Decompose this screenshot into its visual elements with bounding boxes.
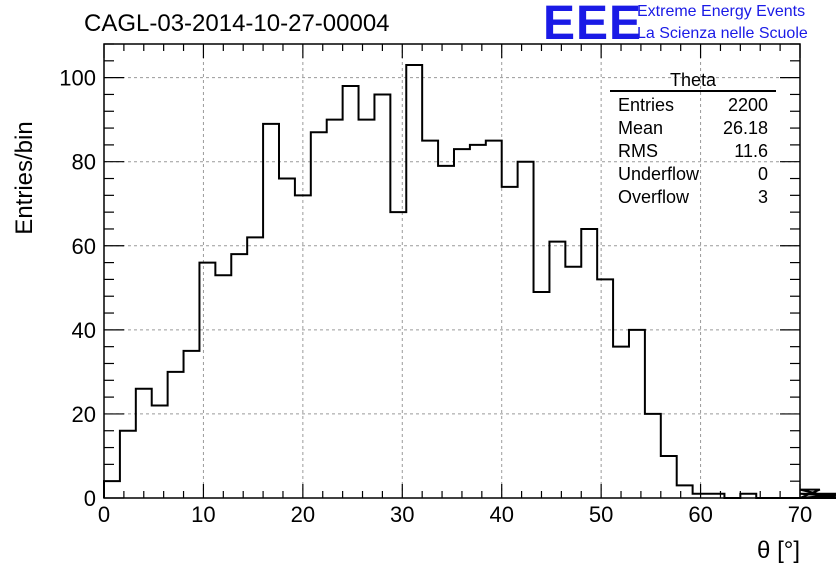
y-axis-label: Entries/bin — [11, 121, 38, 234]
histogram-bin — [311, 132, 327, 498]
y-tick-label: 0 — [84, 486, 96, 511]
stats-value: 11.6 — [734, 141, 768, 161]
histogram-bin — [343, 86, 359, 498]
histogram-bin — [104, 481, 120, 498]
chart-title: CAGL-03-2014-10-27-00004 — [84, 10, 390, 37]
y-tick-label: 100 — [59, 66, 96, 91]
histogram-bin — [629, 330, 645, 498]
histogram-bin — [661, 456, 677, 498]
stats-label: Overflow — [618, 187, 690, 207]
x-axis-label: θ [°] — [757, 537, 800, 564]
stats-row-underflow: Underflow 0 — [610, 163, 776, 186]
grid-lines — [104, 44, 800, 498]
histogram-bin — [486, 141, 502, 498]
x-tick-label: 0 — [98, 502, 110, 527]
histogram-bin — [120, 431, 136, 498]
stats-label: Underflow — [618, 164, 700, 184]
stats-value: 2200 — [727, 95, 768, 115]
x-tick-label: 70 — [788, 502, 812, 527]
stats-box: Theta Entries 2200 Mean 26.18 RMS 11.6 U… — [610, 70, 776, 209]
histogram-bin — [263, 124, 279, 498]
histogram-bin — [374, 94, 390, 498]
stats-row-mean: Mean 26.18 — [610, 117, 776, 140]
stats-label: Entries — [618, 95, 675, 115]
histogram-bin — [279, 179, 295, 498]
stats-value: 3 — [757, 187, 768, 207]
histogram-bin — [454, 149, 470, 498]
histogram-bin — [199, 263, 215, 498]
x-tick-label: 50 — [589, 502, 613, 527]
histogram-bin — [565, 267, 581, 498]
histogram-bin — [247, 237, 263, 498]
x-tick-label: 10 — [191, 502, 215, 527]
y-tick-label: 20 — [72, 402, 96, 427]
histogram-bin — [422, 141, 438, 498]
histogram-bin — [136, 389, 152, 498]
histogram-bin — [184, 351, 200, 498]
axis-ticks — [103, 43, 801, 499]
y-tick-label: 60 — [72, 234, 96, 259]
x-tick-label: 40 — [489, 502, 513, 527]
stats-row-rms: RMS 11.6 — [610, 140, 776, 163]
stats-value: 0 — [757, 164, 768, 184]
logo-line-2: La Scienza nelle Scuole — [637, 25, 808, 42]
x-tick-label: 20 — [291, 502, 315, 527]
histogram-bin — [390, 212, 406, 498]
x-tick-label: 60 — [688, 502, 712, 527]
histogram-bin — [152, 406, 168, 498]
stats-value: 26.18 — [722, 118, 768, 138]
histogram-bin — [327, 120, 343, 498]
histogram-bin — [549, 242, 565, 498]
stats-title: Theta — [610, 70, 776, 92]
eee-logo: EEE — [543, 0, 643, 50]
y-tick-label: 40 — [72, 318, 96, 343]
stats-row-overflow: Overflow 3 — [610, 186, 776, 209]
histogram-bin — [534, 292, 550, 498]
histogram-bin — [215, 275, 231, 498]
histogram-bin — [470, 145, 486, 498]
x-tick-label: 30 — [390, 502, 414, 527]
histogram-bin — [613, 347, 629, 498]
logo-line-1: Extreme Energy Events — [637, 3, 806, 20]
histogram-bin — [168, 372, 184, 498]
histogram-bin — [502, 187, 518, 498]
histogram-bin — [677, 485, 693, 498]
y-tick-label: 80 — [72, 150, 96, 175]
histogram-bin — [438, 166, 454, 498]
histogram-bin — [645, 414, 661, 498]
histogram-bin — [359, 120, 375, 498]
histogram-bin — [581, 229, 597, 498]
histogram-bin — [597, 279, 613, 498]
stats-label: RMS — [618, 141, 658, 161]
stats-row-entries: Entries 2200 — [610, 94, 776, 117]
histogram-bin — [231, 254, 247, 498]
plot-frame — [103, 43, 801, 499]
histogram-bin — [406, 65, 422, 498]
stats-label: Mean — [618, 118, 664, 138]
